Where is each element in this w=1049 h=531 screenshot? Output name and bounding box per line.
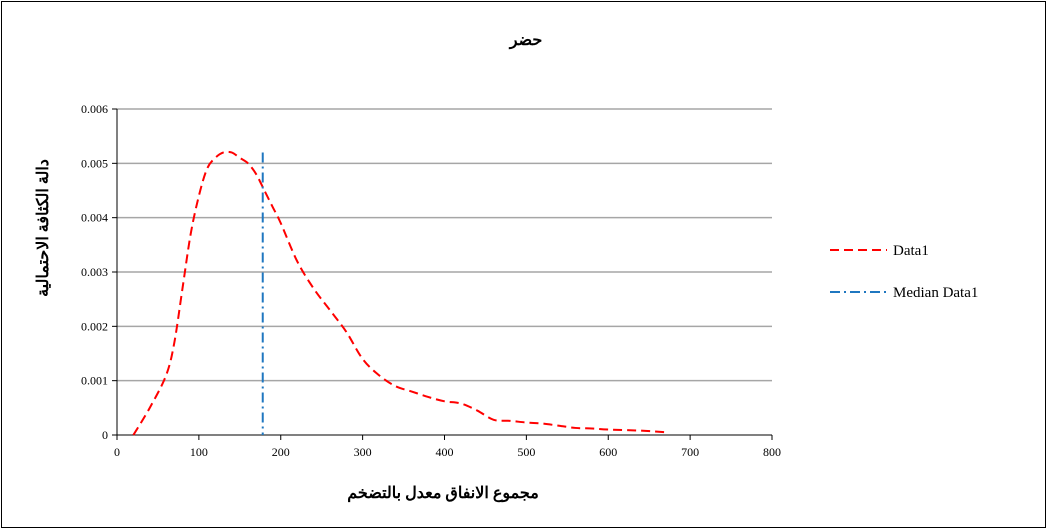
y-axis-title: دالة الكثافة الاحتمالية (35, 159, 52, 297)
y-tick-label-6: 0.006 (81, 102, 108, 116)
y-tick-labels: 0 0.001 0.002 0.003 0.004 0.005 0.006 (81, 102, 108, 442)
x-tick-label-3: 300 (354, 445, 372, 459)
x-tick-label-4: 400 (436, 445, 454, 459)
gridlines (117, 108, 772, 382)
x-tick-label-5: 500 (517, 445, 535, 459)
x-tick-label-6: 600 (599, 445, 617, 459)
legend-label-data1: Data1 (893, 243, 929, 259)
x-tick-label-2: 200 (272, 445, 290, 459)
x-tick-label-0: 0 (114, 445, 120, 459)
x-tick-label-8: 800 (763, 445, 781, 459)
series-data1-line (132, 150, 666, 436)
legend-label-median: Median Data1 (893, 285, 978, 301)
y-tick-label-5: 0.005 (81, 156, 108, 170)
series-layer (132, 150, 666, 436)
legend: Data1 Median Data1 (830, 243, 978, 301)
x-axis-title: مجموع الانفاق معدل بالتضخم (347, 485, 539, 503)
y-tick-label-0: 0 (102, 428, 108, 442)
y-tick-label-2: 0.002 (81, 319, 108, 333)
y-tick-label-3: 0.003 (81, 265, 108, 279)
y-tick-label-1: 0.001 (81, 374, 108, 388)
x-tick-label-1: 100 (190, 445, 208, 459)
y-tick-label-4: 0.004 (81, 211, 108, 225)
x-tick-labels: 0 100 200 300 400 500 600 700 800 (114, 445, 781, 459)
axes (112, 108, 773, 440)
x-tick-label-7: 700 (681, 445, 699, 459)
chart-title: حضر (509, 32, 543, 50)
